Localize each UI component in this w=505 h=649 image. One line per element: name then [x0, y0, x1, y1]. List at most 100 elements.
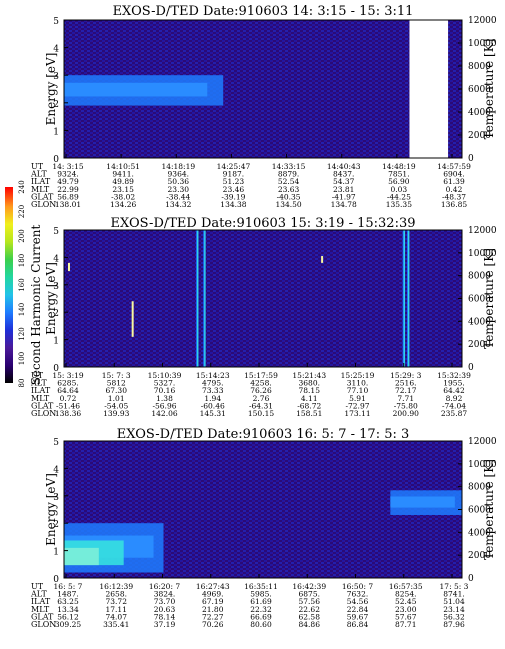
- ephemeris-cell: 309.25: [55, 620, 81, 629]
- ephemeris-cell: 8437.: [333, 170, 354, 179]
- ephemeris-cell: 150.15: [248, 409, 274, 418]
- ephemeris-cell: 78.15: [299, 386, 321, 395]
- ephemeris-row-label: GLON: [31, 409, 56, 418]
- ephemeris-cell: 6875.: [299, 590, 320, 599]
- ephemeris-cell: 4258.: [250, 379, 271, 388]
- ephemeris-cell: 21.80: [202, 605, 224, 614]
- ephemeris-cell: 86.84: [347, 620, 369, 629]
- ephemeris-row-label: ALT: [30, 379, 47, 388]
- ephemeris-cell: 5812: [107, 379, 126, 388]
- y-tick-label: 2: [53, 309, 59, 319]
- ephemeris-cell: 158.51: [296, 409, 322, 418]
- ephemeris-cell: 3680.: [299, 379, 320, 388]
- y2-tick-label: 4000: [468, 528, 491, 538]
- ephemeris-cell: 22.32: [250, 605, 272, 614]
- ephemeris-cell: -60.46: [201, 401, 225, 410]
- ephemeris-cell: 87.71: [395, 620, 416, 629]
- data-gap: [409, 20, 449, 158]
- ephemeris-cell: 14:18:19: [161, 162, 195, 171]
- ephemeris-cell: 15:25:19: [341, 371, 375, 380]
- ephemeris-cell: 4795.: [202, 379, 223, 388]
- colorbar-tick-label: 120: [18, 327, 26, 340]
- ephemeris-cell: 8879.: [278, 170, 299, 179]
- ephemeris-row-label: ALT: [30, 170, 47, 179]
- colorbar-tick-label: 80: [18, 379, 26, 388]
- colorbar-tick-label: 140: [18, 303, 26, 316]
- ephemeris-cell: 17: 5: 3: [440, 582, 469, 591]
- ephemeris-cell: 16: 5: 7: [54, 582, 83, 591]
- ephemeris-cell: 134.26: [110, 200, 136, 209]
- y2-tick-label: 2000: [468, 551, 491, 561]
- ephemeris-cell: 74.07: [106, 612, 128, 621]
- y-tick-label: 2: [53, 100, 59, 110]
- ephemeris-cell: 20.63: [154, 605, 176, 614]
- ephemeris-cell: 15:10:39: [148, 371, 182, 380]
- y-axis-label: Energy [eV]: [44, 473, 58, 546]
- y2-tick-label: 6000: [468, 85, 491, 95]
- y-tick-label: 5: [53, 227, 59, 237]
- ephemeris-cell: 54.37: [333, 177, 355, 186]
- ephemeris-cell: -56.96: [152, 401, 176, 410]
- y2-tick-label: 10000: [468, 460, 497, 470]
- ephemeris-cell: 138.36: [55, 409, 81, 418]
- heatmap-spike-core: [197, 230, 199, 367]
- ephemeris-cell: 57.56: [299, 597, 321, 606]
- ephemeris-cell: 0.42: [446, 185, 463, 194]
- panel-1: EXOS-D/TED Date:910603 14: 3:15 - 15: 3:…: [30, 4, 497, 209]
- y2-tick-label: 8000: [468, 62, 491, 72]
- heatmap-peak-core: [64, 547, 99, 566]
- ephemeris-cell: 9364.: [168, 170, 189, 179]
- heatmap-spike-core: [204, 230, 206, 367]
- ephemeris-cell: 15: 7: 3: [102, 371, 131, 380]
- y-tick-label: 0: [53, 575, 59, 585]
- ephemeris-cell: 1.01: [108, 394, 125, 403]
- ephemeris-cell: 173.11: [344, 409, 370, 418]
- ephemeris-cell: 0.72: [60, 394, 77, 403]
- ephemeris-cell: 1.94: [204, 394, 221, 403]
- ephemeris-cell: 139.93: [103, 409, 129, 418]
- ephemeris-row-label: MLT: [31, 185, 50, 194]
- ephemeris-cell: 3110.: [347, 379, 368, 388]
- ephemeris-cell: 64.64: [57, 386, 79, 395]
- ephemeris-cell: 134.38: [220, 200, 246, 209]
- y2-tick-label: 2000: [468, 340, 491, 350]
- ephemeris-cell: 59.67: [347, 612, 369, 621]
- ephemeris-cell: 14:25:47: [217, 162, 251, 171]
- y-tick-label: 0: [53, 155, 59, 165]
- ephemeris-cell: 62.58: [299, 612, 321, 621]
- ephemeris-cell: 64.42: [443, 386, 465, 395]
- colorbar: 240 220 200 180 160 140 120 100 80 Second Harmon…: [5, 180, 43, 387]
- ephemeris-cell: 9324.: [57, 170, 78, 179]
- ephemeris-cell: 56.12: [57, 612, 79, 621]
- y2-axis-label: Temperature [K]: [482, 248, 496, 349]
- ephemeris-cell: 6285.: [57, 379, 78, 388]
- heatmap-speckle: [321, 256, 324, 263]
- colorbar-tick-label: 200: [18, 229, 26, 242]
- ephemeris-cell: 56.89: [57, 192, 79, 201]
- ephemeris-cell: 66.69: [250, 612, 272, 621]
- panel-title: EXOS-D/TED Date:910603 14: 3:15 - 15: 3:…: [113, 4, 414, 19]
- ephemeris-cell: 23.30: [168, 185, 190, 194]
- ephemeris-cell: 200.90: [393, 409, 419, 418]
- ephemeris-cell: 1487.: [57, 590, 78, 599]
- y2-axis-label: Temperature [K]: [482, 459, 496, 560]
- colorbar-label: Second Harmonic Current: [29, 225, 43, 386]
- ephemeris-cell: 17.11: [106, 605, 127, 614]
- ephemeris-cell: 78.14: [154, 612, 176, 621]
- ephemeris-cell: 49.79: [57, 177, 79, 186]
- ephemeris-cell: 23.81: [333, 185, 354, 194]
- ephemeris-cell: 138.01: [55, 200, 81, 209]
- ephemeris-row-label: GLAT: [31, 612, 54, 621]
- ephemeris-cell: 37.19: [154, 620, 176, 629]
- ephemeris-cell: 63.25: [57, 597, 79, 606]
- ephemeris-cell: 4969.: [202, 590, 223, 599]
- y-tick-label: 1: [53, 127, 59, 137]
- ephemeris-row-label: ILAT: [31, 597, 51, 606]
- y-tick-label: 4: [53, 254, 59, 264]
- ephemeris-row-label: GLAT: [31, 192, 54, 201]
- ephemeris-cell: 16:50: 7: [342, 582, 374, 591]
- panels: EXOS-D/TED Date:910603 14: 3:15 - 15: 3:…: [30, 4, 497, 629]
- ephemeris-cell: 135.35: [386, 200, 412, 209]
- ephemeris-cell: 70.26: [202, 620, 224, 629]
- y2-tick-label: 12000: [468, 226, 497, 236]
